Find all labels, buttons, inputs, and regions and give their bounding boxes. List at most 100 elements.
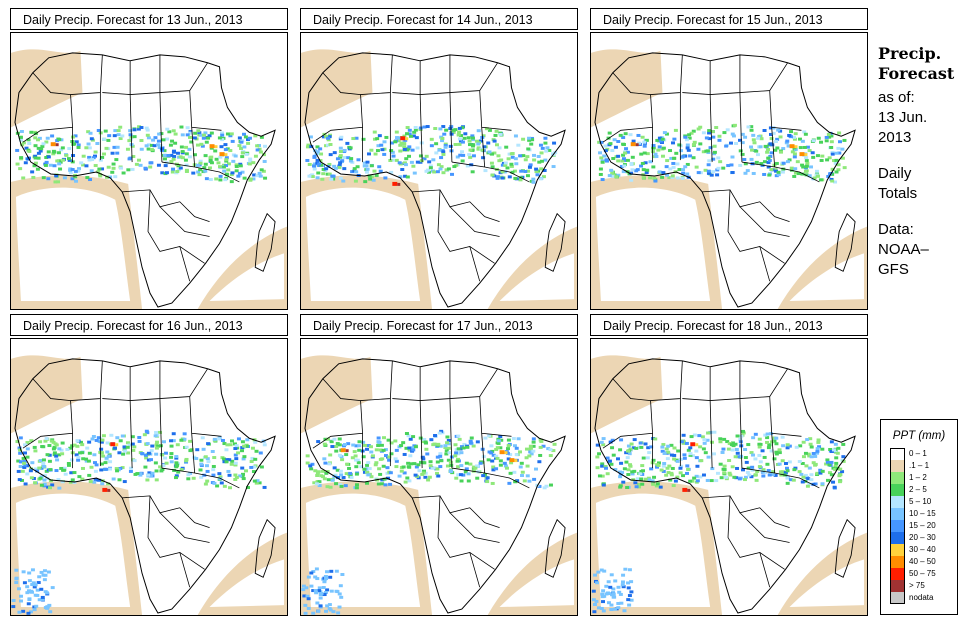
precip-cell	[607, 459, 612, 463]
precip-cell	[525, 174, 530, 178]
precip-cell	[409, 462, 414, 466]
precip-cell	[232, 442, 237, 446]
precip-cell	[694, 456, 699, 460]
precip-cell	[812, 176, 817, 180]
precip-cell	[87, 158, 92, 162]
precip-cell	[691, 143, 696, 147]
precip-cell	[317, 484, 322, 488]
precip-cell	[313, 469, 318, 473]
precip-cell	[227, 473, 232, 477]
precip-cell	[404, 446, 409, 450]
country-border	[739, 62, 788, 93]
precip-cell	[528, 444, 533, 448]
precip-cell	[140, 452, 145, 456]
precip-cell	[18, 464, 23, 468]
precip-cell	[777, 448, 782, 452]
precip-cell	[257, 171, 262, 175]
precip-cell	[516, 143, 521, 147]
country-border	[449, 92, 453, 163]
forecast-panel-3: Daily Precip. Forecast for 15 Jun., 2013	[590, 8, 868, 310]
legend-label: 50 – 75	[909, 569, 936, 578]
precip-cell	[605, 456, 610, 460]
precip-cell	[831, 448, 836, 452]
precip-cell	[600, 464, 605, 468]
legend-label: 40 – 50	[909, 557, 936, 566]
precip-cell	[768, 142, 773, 146]
precip-cell	[167, 130, 172, 134]
precip-cell	[681, 154, 686, 158]
precip-cell	[325, 485, 330, 489]
precip-cell	[208, 158, 213, 162]
precip-cell	[316, 171, 321, 175]
precip-cell	[199, 133, 204, 137]
precip-cell	[128, 469, 133, 473]
precip-cell	[751, 138, 756, 142]
precip-cell	[115, 145, 120, 149]
precip-cell	[660, 137, 665, 141]
precip-cell	[165, 137, 170, 141]
precip-cell	[774, 452, 779, 456]
precip-cell	[745, 169, 750, 173]
precip-cell	[829, 140, 834, 144]
precip-cell	[25, 455, 30, 459]
precip-cell	[443, 446, 448, 450]
precip-cell	[404, 157, 409, 161]
precip-cell	[591, 598, 596, 602]
precip-cell	[105, 441, 110, 445]
precip-cell	[382, 140, 387, 144]
precip-cell	[479, 139, 484, 143]
precip-cell	[626, 468, 631, 472]
precip-cell	[142, 433, 147, 437]
precip-cell	[746, 466, 751, 470]
precip-cell	[819, 140, 824, 144]
precip-cell	[131, 155, 136, 158]
precip-cell	[36, 151, 41, 155]
precip-cell	[621, 157, 626, 161]
precip-cell	[115, 469, 120, 473]
precip-cell	[178, 155, 183, 159]
precip-cell	[76, 169, 81, 173]
precip-cell	[33, 144, 38, 148]
precip-cell	[662, 462, 667, 465]
precip-cell	[383, 448, 388, 452]
precip-cell	[233, 477, 238, 481]
precip-cell	[14, 581, 19, 585]
precip-cell	[702, 441, 707, 445]
precip-cell	[711, 157, 716, 161]
country-border	[771, 433, 776, 474]
precip-cell	[203, 455, 208, 459]
precip-cell	[686, 467, 691, 471]
precip-cell	[305, 454, 310, 458]
precip-cell	[173, 141, 178, 145]
precip-cell	[807, 482, 812, 486]
precip-cell	[636, 133, 641, 137]
precip-cell	[196, 170, 201, 174]
precip-cell	[727, 442, 732, 446]
country-border	[161, 467, 240, 489]
precip-cell	[391, 154, 396, 158]
precip-cell	[216, 161, 221, 165]
precip-cell	[785, 160, 790, 164]
precip-cell	[609, 608, 614, 612]
precip-cell	[470, 134, 475, 138]
precip-cell	[838, 480, 842, 484]
precip-cell	[703, 451, 708, 455]
precip-cell	[815, 451, 820, 455]
precip-cell	[834, 151, 839, 155]
precip-cell	[827, 463, 832, 467]
country-border	[769, 90, 802, 131]
precip-cell	[348, 146, 353, 150]
precip-cell	[786, 144, 791, 148]
precip-cell	[537, 460, 542, 464]
precip-cell	[27, 142, 32, 145]
precip-cell	[183, 158, 188, 162]
country-border	[702, 189, 790, 223]
precip-cell	[192, 136, 197, 140]
precip-cell	[404, 432, 409, 436]
precip-cell	[218, 174, 223, 178]
precip-cell	[226, 162, 231, 166]
precip-cell	[221, 165, 226, 169]
precip-cell	[99, 440, 104, 444]
precip-cell	[711, 135, 716, 139]
precip-cell	[600, 592, 605, 596]
